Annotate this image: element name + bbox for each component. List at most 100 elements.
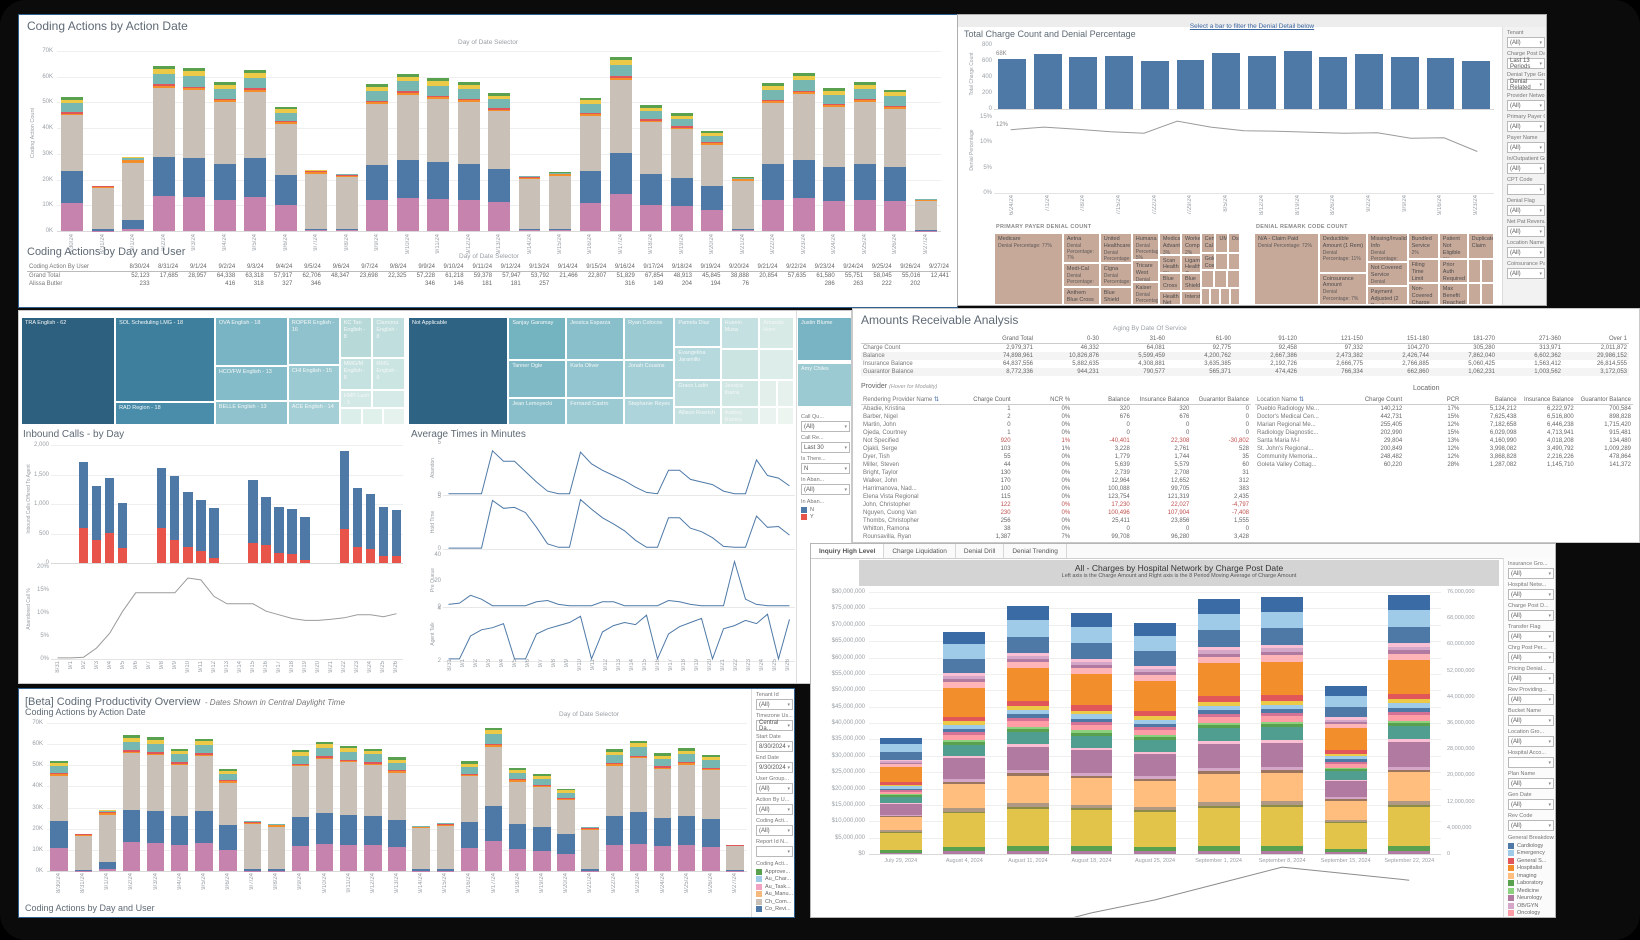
treemap-cell[interactable] bbox=[1227, 253, 1240, 271]
treemap-cell[interactable]: CHI English - 15 bbox=[287, 364, 340, 402]
cell-value[interactable]: 3,428 bbox=[1233, 534, 1249, 540]
cell-value[interactable]: 305,280 bbox=[1473, 345, 1495, 351]
filter-dropdown[interactable]: (All) ▾ bbox=[1508, 799, 1554, 810]
cell-value[interactable]: 1,715,420 bbox=[1604, 422, 1631, 428]
cell-value[interactable]: 312 bbox=[1238, 478, 1249, 484]
filter-dropdown[interactable]: (All) ▾ bbox=[1507, 100, 1545, 111]
cell-value[interactable]: 346 bbox=[310, 281, 321, 287]
cell-value[interactable]: 944,231 bbox=[1077, 369, 1099, 375]
cell-value[interactable]: 103 bbox=[1000, 446, 1011, 452]
filter-dropdown[interactable]: (All) ▾ bbox=[756, 699, 793, 710]
cell-value[interactable]: 0% bbox=[1061, 502, 1071, 508]
filter-control[interactable]: Location Name (All) ▾ bbox=[1507, 240, 1545, 258]
cell-value[interactable]: 0% bbox=[1061, 406, 1071, 412]
cell-value[interactable]: 5,060,425 bbox=[1468, 361, 1495, 367]
filter-control[interactable]: Plan Name (All) ▾ bbox=[1508, 771, 1554, 789]
stacked-bar[interactable] bbox=[581, 826, 599, 871]
cell-value[interactable]: 1 bbox=[1007, 406, 1011, 412]
legend-item[interactable]: Imaging bbox=[1508, 872, 1554, 879]
filter-control[interactable]: Rev Providing... (All) ▾ bbox=[1508, 687, 1554, 705]
cell-value[interactable]: 318 bbox=[253, 281, 264, 287]
filter-dropdown[interactable]: Denial Related ▾ bbox=[1507, 79, 1545, 91]
cell-value[interactable]: 10,826,876 bbox=[1068, 353, 1099, 359]
stacked-bar[interactable] bbox=[726, 844, 744, 871]
filter-control[interactable]: Report Id N... ▾ bbox=[756, 839, 793, 857]
filter-control[interactable]: Denial Flag (All) ▾ bbox=[1507, 198, 1545, 216]
treemap-cell[interactable]: Jessica Esparza bbox=[566, 317, 625, 361]
stacked-bar[interactable] bbox=[427, 78, 450, 231]
treemap-cell[interactable]: Max Benefit Reached bbox=[1438, 283, 1468, 305]
legend-item[interactable]: Neurology bbox=[1508, 895, 1554, 901]
table-row[interactable]: Not Specified 920 1% -40,401 22,308 -30,802 bbox=[861, 437, 1251, 445]
cell-value[interactable]: 474,426 bbox=[1275, 369, 1297, 375]
cell-value[interactable]: 478,864 bbox=[1609, 454, 1631, 460]
treemap-cell[interactable]: Allison Roerich bbox=[674, 406, 721, 425]
cell-value[interactable]: 122 bbox=[1000, 502, 1011, 508]
cell-value[interactable]: 3,172,053 bbox=[1600, 369, 1627, 375]
calls-bar[interactable] bbox=[157, 467, 167, 563]
network-bar[interactable] bbox=[1134, 622, 1176, 854]
filter-control[interactable]: Rev Code (All) ▾ bbox=[1508, 813, 1554, 831]
cell-value[interactable]: 2,011,872 bbox=[1600, 345, 1627, 351]
cell-value[interactable]: 662,860 bbox=[1407, 369, 1429, 375]
cell-value[interactable]: 26,814,555 bbox=[1596, 361, 1627, 367]
cell-value[interactable]: 1,387 bbox=[995, 534, 1011, 540]
treemap-cell[interactable]: TRA English - 62 bbox=[21, 317, 116, 425]
filter-dropdown[interactable]: (All) ▾ bbox=[1507, 121, 1545, 132]
filter-control[interactable]: Insurance Gro... (All) ▾ bbox=[1508, 561, 1554, 579]
stacked-bar[interactable] bbox=[244, 69, 267, 231]
cell-value[interactable]: 1,779 bbox=[1114, 454, 1130, 460]
filter-control[interactable]: Start Date 8/30/2024 ▾ bbox=[756, 734, 793, 752]
charge-bar[interactable] bbox=[1247, 55, 1276, 109]
cell-value[interactable]: 202 bbox=[910, 281, 921, 287]
stacked-bar[interactable] bbox=[122, 735, 141, 871]
treemap-cell[interactable] bbox=[1215, 253, 1228, 271]
cell-value[interactable]: 0 bbox=[1126, 430, 1130, 436]
legend-item[interactable]: Au_Char... bbox=[756, 876, 793, 882]
charge-bar[interactable] bbox=[1176, 59, 1205, 109]
cell-value[interactable]: 255,405 bbox=[1380, 422, 1403, 428]
cell-value[interactable]: 22,027 bbox=[1171, 502, 1190, 508]
cell-value[interactable]: 1,009,289 bbox=[1604, 446, 1631, 452]
stacked-bar[interactable] bbox=[701, 131, 724, 231]
treemap-cell[interactable] bbox=[776, 379, 794, 407]
stacked-bar[interactable] bbox=[549, 172, 571, 231]
treemap-cell[interactable]: Prior Auth Required1% bbox=[1438, 258, 1468, 284]
cell-value[interactable]: 0% bbox=[1061, 518, 1071, 524]
cell-value[interactable]: 7,862,040 bbox=[1468, 353, 1495, 359]
cell-value[interactable]: 60 bbox=[1242, 462, 1249, 468]
cell-value[interactable]: 100,496 bbox=[1108, 510, 1130, 516]
filter-dropdown[interactable]: (All) ▾ bbox=[801, 484, 850, 495]
calls-bar[interactable] bbox=[117, 502, 128, 563]
cell-value[interactable]: 55,016 bbox=[901, 273, 921, 279]
cell-value[interactable]: 5,639 bbox=[1114, 462, 1130, 468]
treemap-cell[interactable] bbox=[1200, 270, 1215, 288]
cell-value[interactable]: 5,599,459 bbox=[1138, 353, 1165, 359]
filter-control[interactable]: Pricing Denial... (All) ▾ bbox=[1508, 666, 1554, 684]
cell-value[interactable]: 13% bbox=[1447, 438, 1460, 444]
cell-value[interactable]: 5,882,635 bbox=[1072, 361, 1099, 367]
treemap-cell[interactable]: ROPER English - 16 bbox=[287, 317, 340, 365]
cell-value[interactable]: 1,287,082 bbox=[1489, 462, 1517, 468]
filter-dropdown[interactable]: Central Da... ▾ bbox=[756, 720, 793, 732]
stacked-bar[interactable] bbox=[305, 170, 328, 231]
cell-value[interactable]: 12,964 bbox=[1111, 478, 1130, 484]
stacked-bar[interactable] bbox=[731, 177, 754, 231]
treemap-cell[interactable]: Medicare Advantage3% bbox=[1158, 233, 1181, 255]
cell-value[interactable]: 4,713,941 bbox=[1547, 430, 1574, 436]
cell-value[interactable]: 0 bbox=[1007, 422, 1011, 428]
calls-bar[interactable] bbox=[196, 500, 206, 563]
table-row[interactable]: Marian Regional Me... 255,405 12% 7,182,658… bbox=[1255, 421, 1633, 429]
treemap-cell[interactable] bbox=[1214, 270, 1228, 288]
cell-value[interactable]: 2,766,885 bbox=[1402, 361, 1429, 367]
cell-value[interactable]: 442,731 bbox=[1380, 414, 1403, 420]
calls-bar[interactable] bbox=[104, 477, 115, 563]
cell-value[interactable]: 52,123 bbox=[131, 273, 150, 279]
treemap-cell[interactable]: Health Net2% bbox=[1158, 290, 1181, 305]
treemap-cell[interactable]: Sanjay Garamay bbox=[508, 317, 567, 361]
cell-value[interactable]: 4,200,762 bbox=[1204, 353, 1231, 359]
treemap-cell[interactable]: KC Tan English - 8 bbox=[339, 317, 373, 359]
